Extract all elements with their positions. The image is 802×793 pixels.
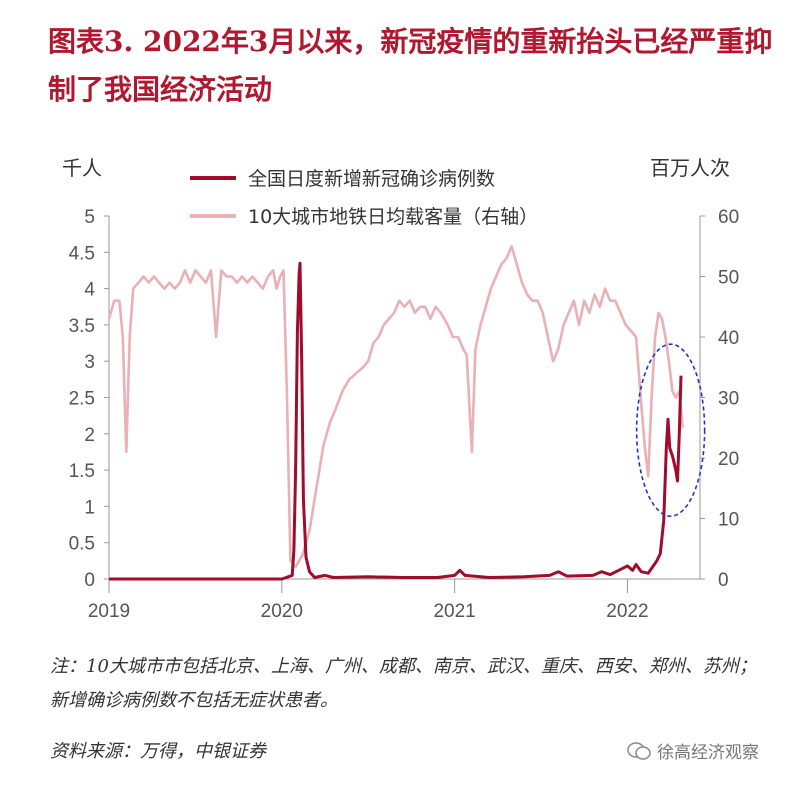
right-tick-label: 30 <box>718 389 739 410</box>
legend-label-subway: 10大城市地铁日均载客量（右轴） <box>248 206 539 228</box>
watermark: 徐高经济观察 <box>627 738 759 763</box>
chart-source: 资料来源：万得，中银证券 <box>50 741 266 762</box>
wechat-icon <box>627 741 651 761</box>
left-tick-label: 1.5 <box>69 461 95 482</box>
series-line-cases <box>109 261 683 581</box>
right-axis-unit: 百万人次 <box>650 156 730 180</box>
left-tick-label: 3.5 <box>69 316 95 337</box>
left-tick-label: 3 <box>84 352 95 373</box>
legend-swatch-subway <box>190 213 236 218</box>
chart-note: 注：10大城市市包括北京、上海、广州、成都、南京、武汉、重庆、西安、郑州、苏州；… <box>50 656 757 711</box>
left-tick-label: 4.5 <box>69 243 95 264</box>
left-tick-label: 5 <box>84 207 95 228</box>
left-tick-label: 1 <box>84 497 95 518</box>
legend-label-cases: 全国日度新增新冠确诊病例数 <box>248 168 496 190</box>
left-tick-label: 0 <box>84 570 95 591</box>
x-tick-label: 2020 <box>261 601 303 622</box>
left-axis-unit: 千人 <box>62 156 102 180</box>
series-line-subway <box>107 245 684 569</box>
left-tick-label: 2.5 <box>69 389 95 410</box>
watermark-text: 徐高经济观察 <box>657 743 759 763</box>
legend-swatch-cases <box>190 175 236 180</box>
x-tick-label: 2022 <box>606 601 648 622</box>
right-tick-label: 0 <box>718 570 729 591</box>
right-tick-label: 20 <box>718 449 739 470</box>
chart-title: 图表3. 2022年3月以来，新冠疫情的重新抬头已经严重抑制了我国经济活动 <box>48 25 773 106</box>
highlight-ellipse <box>635 343 706 517</box>
x-tick-label: 2021 <box>433 601 475 622</box>
left-tick-label: 4 <box>84 280 95 301</box>
left-tick-label: 2 <box>84 425 95 446</box>
right-tick-label: 10 <box>718 510 739 531</box>
x-tick-label: 2019 <box>88 601 130 622</box>
legend-item-cases: 全国日度新增新冠确诊病例数 <box>190 164 495 191</box>
right-tick-label: 40 <box>718 328 739 349</box>
legend-item-subway: 10大城市地铁日均载客量（右轴） <box>190 202 538 229</box>
left-tick-label: 0.5 <box>69 534 95 555</box>
right-tick-label: 50 <box>718 268 739 289</box>
right-tick-label: 60 <box>718 207 739 228</box>
